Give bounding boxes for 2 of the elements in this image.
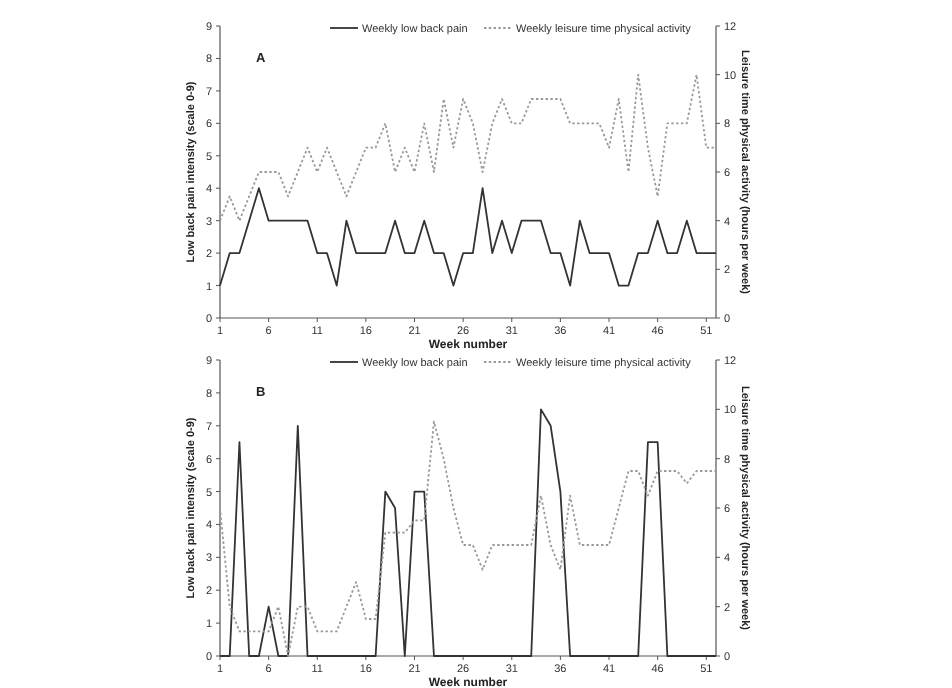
line-series xyxy=(219,73,717,222)
line-series xyxy=(219,187,717,287)
